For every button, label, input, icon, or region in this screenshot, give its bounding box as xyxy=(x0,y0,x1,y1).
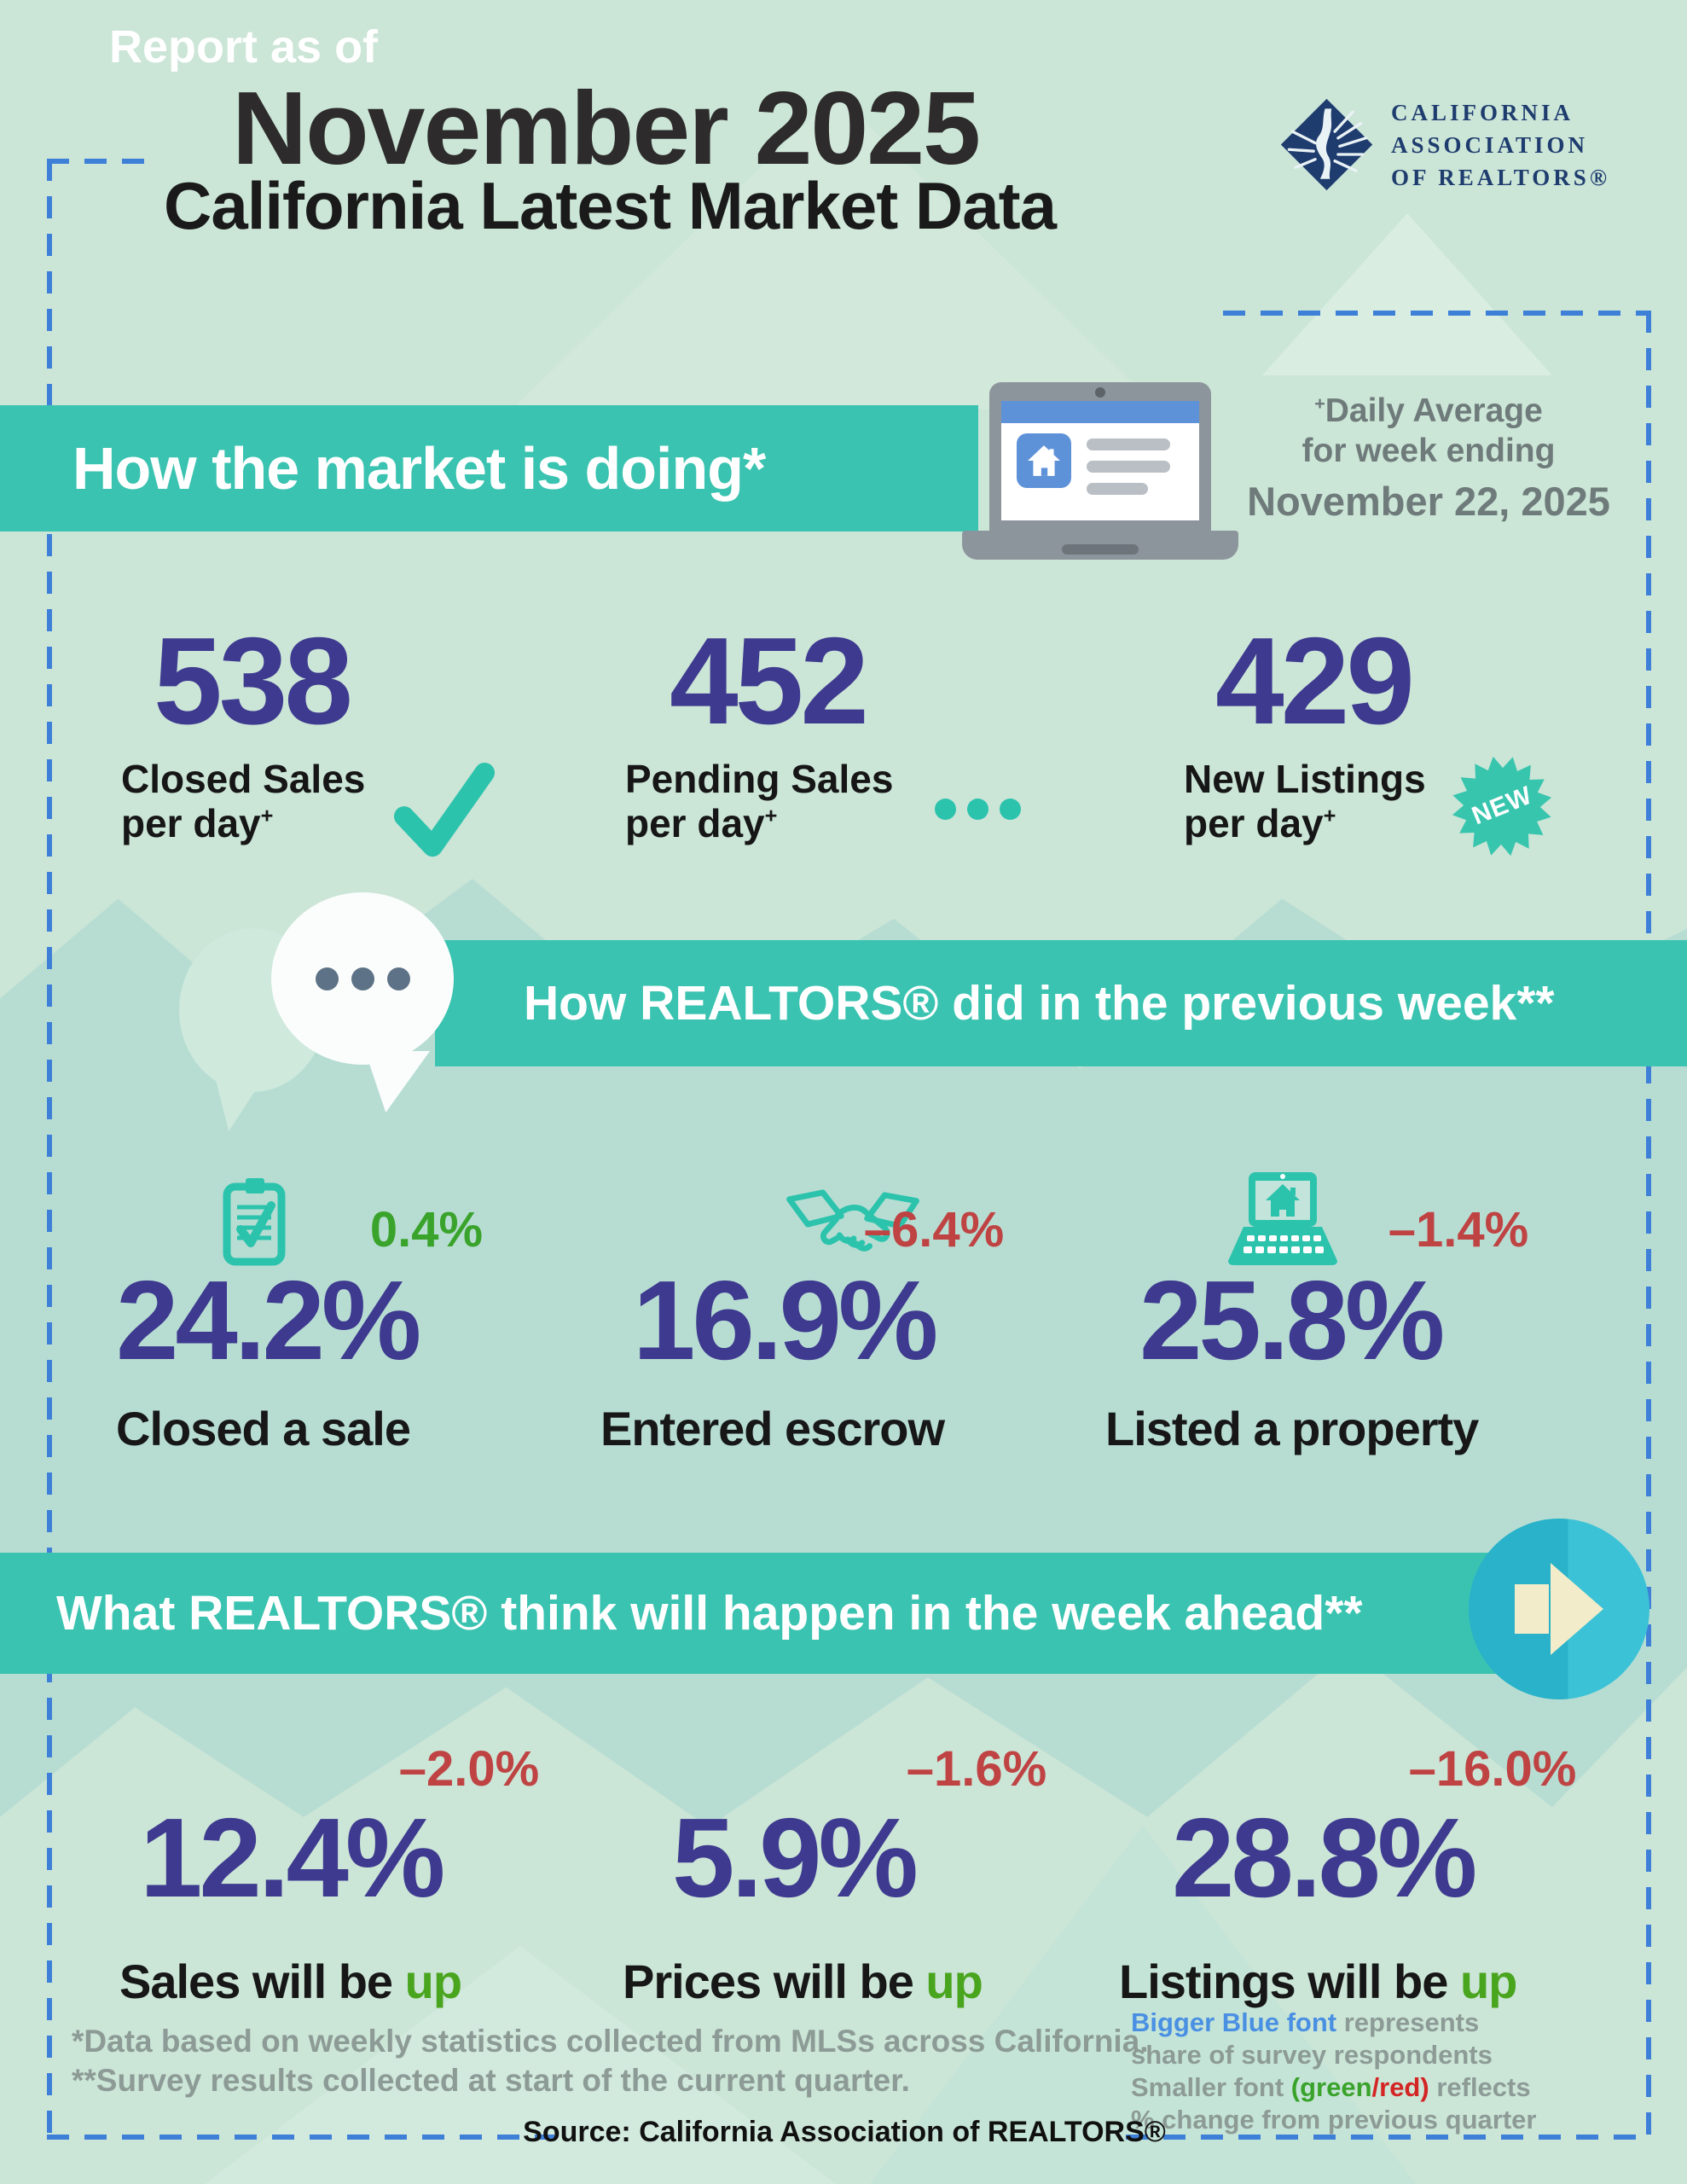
stat-value-new-listings: 429 xyxy=(1215,612,1415,750)
stat-label-closed-sales: Closed Sales per day+ xyxy=(121,757,366,845)
handshake-icon xyxy=(786,1189,919,1252)
banner-title: How REALTORS® did in the previous week** xyxy=(524,976,1555,1031)
stat-value-closed-sale: 24.2% xyxy=(116,1258,421,1383)
note-line-2: for week ending xyxy=(1301,433,1556,469)
change-value-listings-ahead: –16.0% xyxy=(1408,1741,1577,1797)
dashed-border-segment xyxy=(1223,311,1649,316)
background-mountain-shape xyxy=(1262,213,1552,375)
dashed-border-segment xyxy=(47,2135,554,2140)
section-banner-realtors-week: How REALTORS® did in the previous week** xyxy=(435,940,1687,1066)
stat-label-listings-ahead: Listings will be up xyxy=(1119,1955,1517,2008)
laptop-notch xyxy=(1062,544,1139,555)
change-value-closed-sale: 0.4% xyxy=(369,1202,484,1258)
house-icon xyxy=(1028,445,1060,476)
new-badge-label: NEW xyxy=(1467,781,1536,831)
logo-line: OF REALTORS® xyxy=(1391,164,1610,190)
laptop-house-icon xyxy=(1228,1172,1337,1265)
car-diamond-logo-icon xyxy=(1280,98,1373,191)
change-value-listed-property: –1.4% xyxy=(1388,1202,1529,1258)
change-value-prices-ahead: –1.6% xyxy=(906,1741,1047,1797)
legend-sentence-2: Smaller font (green/red) reflects % chan… xyxy=(1131,2072,1537,2135)
stat-label-entered-escrow: Entered escrow xyxy=(600,1402,945,1455)
laptop-camera-dot xyxy=(1095,387,1105,398)
dashed-border-segment xyxy=(1126,2135,1651,2140)
new-starburst-badge: NEW xyxy=(1444,748,1561,865)
page-subtitle: California Latest Market Data xyxy=(164,168,1057,243)
logo-line: CALIFORNIA xyxy=(1391,99,1574,125)
stat-label-new-listings: New Listings per day+ xyxy=(1184,757,1426,845)
section-banner-market: How the market is doing* xyxy=(0,405,978,531)
stat-value-closed-sales: 538 xyxy=(154,612,353,750)
house-app-icon xyxy=(1017,433,1071,488)
banner-title: How the market is doing* xyxy=(72,435,766,502)
legend-sentence-1: Bigger Blue font represents share of sur… xyxy=(1131,2007,1493,2070)
stat-value-entered-escrow: 16.9% xyxy=(633,1258,938,1383)
screen-text-line xyxy=(1087,461,1170,473)
ellipsis-dots-icon xyxy=(935,799,1021,820)
footnote-line-1: *Data based on weekly statistics collect… xyxy=(72,2024,1149,2059)
stat-label-prices-ahead: Prices will be up xyxy=(623,1955,983,2008)
stat-value-listed-property: 25.8% xyxy=(1139,1258,1445,1383)
change-value-entered-escrow: –6.4% xyxy=(863,1202,1005,1258)
dashed-border-segment xyxy=(47,159,159,164)
dashed-border-segment xyxy=(1646,311,1651,2140)
note-sup-plus: + xyxy=(1314,393,1325,414)
stat-label-pending-sales: Pending Sales per day+ xyxy=(625,757,894,845)
footnotes: *Data based on weekly statistics collect… xyxy=(72,2022,1149,2100)
daily-average-note: +Daily Average for week ending November … xyxy=(1241,384,1616,525)
stat-label-sales-ahead: Sales will be up xyxy=(119,1955,462,2008)
screen-text-line xyxy=(1087,483,1148,495)
source-attribution: Source: California Association of REALTO… xyxy=(523,2116,1166,2148)
speech-bubble-tail xyxy=(365,1051,430,1112)
stat-label-listed-property: Listed a property xyxy=(1105,1402,1479,1455)
checkmark-icon xyxy=(394,762,495,857)
note-date: November 22, 2025 xyxy=(1247,479,1610,524)
stat-value-pending-sales: 452 xyxy=(670,612,869,750)
note-line-1: +Daily Average xyxy=(1314,392,1543,429)
banner-title: What REALTORS® think will happen in the … xyxy=(56,1586,1363,1641)
stat-value-sales-ahead: 12.4% xyxy=(140,1795,445,1920)
car-logo-text: CALIFORNIA ASSOCIATION OF REALTORS® xyxy=(1391,96,1610,194)
laptop-illustration-icon xyxy=(962,382,1238,566)
screen-text-line xyxy=(1087,439,1170,450)
section-banner-week-ahead: What REALTORS® think will happen in the … xyxy=(0,1553,1547,1674)
laptop-browser-bar xyxy=(1001,401,1199,423)
stat-value-listings-ahead: 28.8% xyxy=(1172,1795,1477,1920)
color-legend: Bigger Blue font represents share of sur… xyxy=(1131,2007,1549,2136)
logo-line: ASSOCIATION xyxy=(1391,131,1589,158)
stat-label-closed-sale: Closed a sale xyxy=(116,1402,411,1455)
dashed-border-segment xyxy=(47,159,52,2140)
clipboard-check-icon xyxy=(223,1178,286,1266)
report-as-of-label: Report as of xyxy=(109,21,379,73)
speech-bubble-back-tail xyxy=(215,1077,264,1131)
page-title-month: November 2025 xyxy=(232,70,981,186)
stat-value-prices-ahead: 5.9% xyxy=(672,1795,919,1920)
change-value-sales-ahead: –2.0% xyxy=(398,1741,540,1797)
speech-bubble-dots xyxy=(316,967,410,990)
car-logo: CALIFORNIA ASSOCIATION OF REALTORS® xyxy=(1278,96,1610,194)
footnote-line-2: **Survey results collected at start of t… xyxy=(72,2062,910,2098)
right-arrow-circle-icon xyxy=(1469,1519,1649,1699)
